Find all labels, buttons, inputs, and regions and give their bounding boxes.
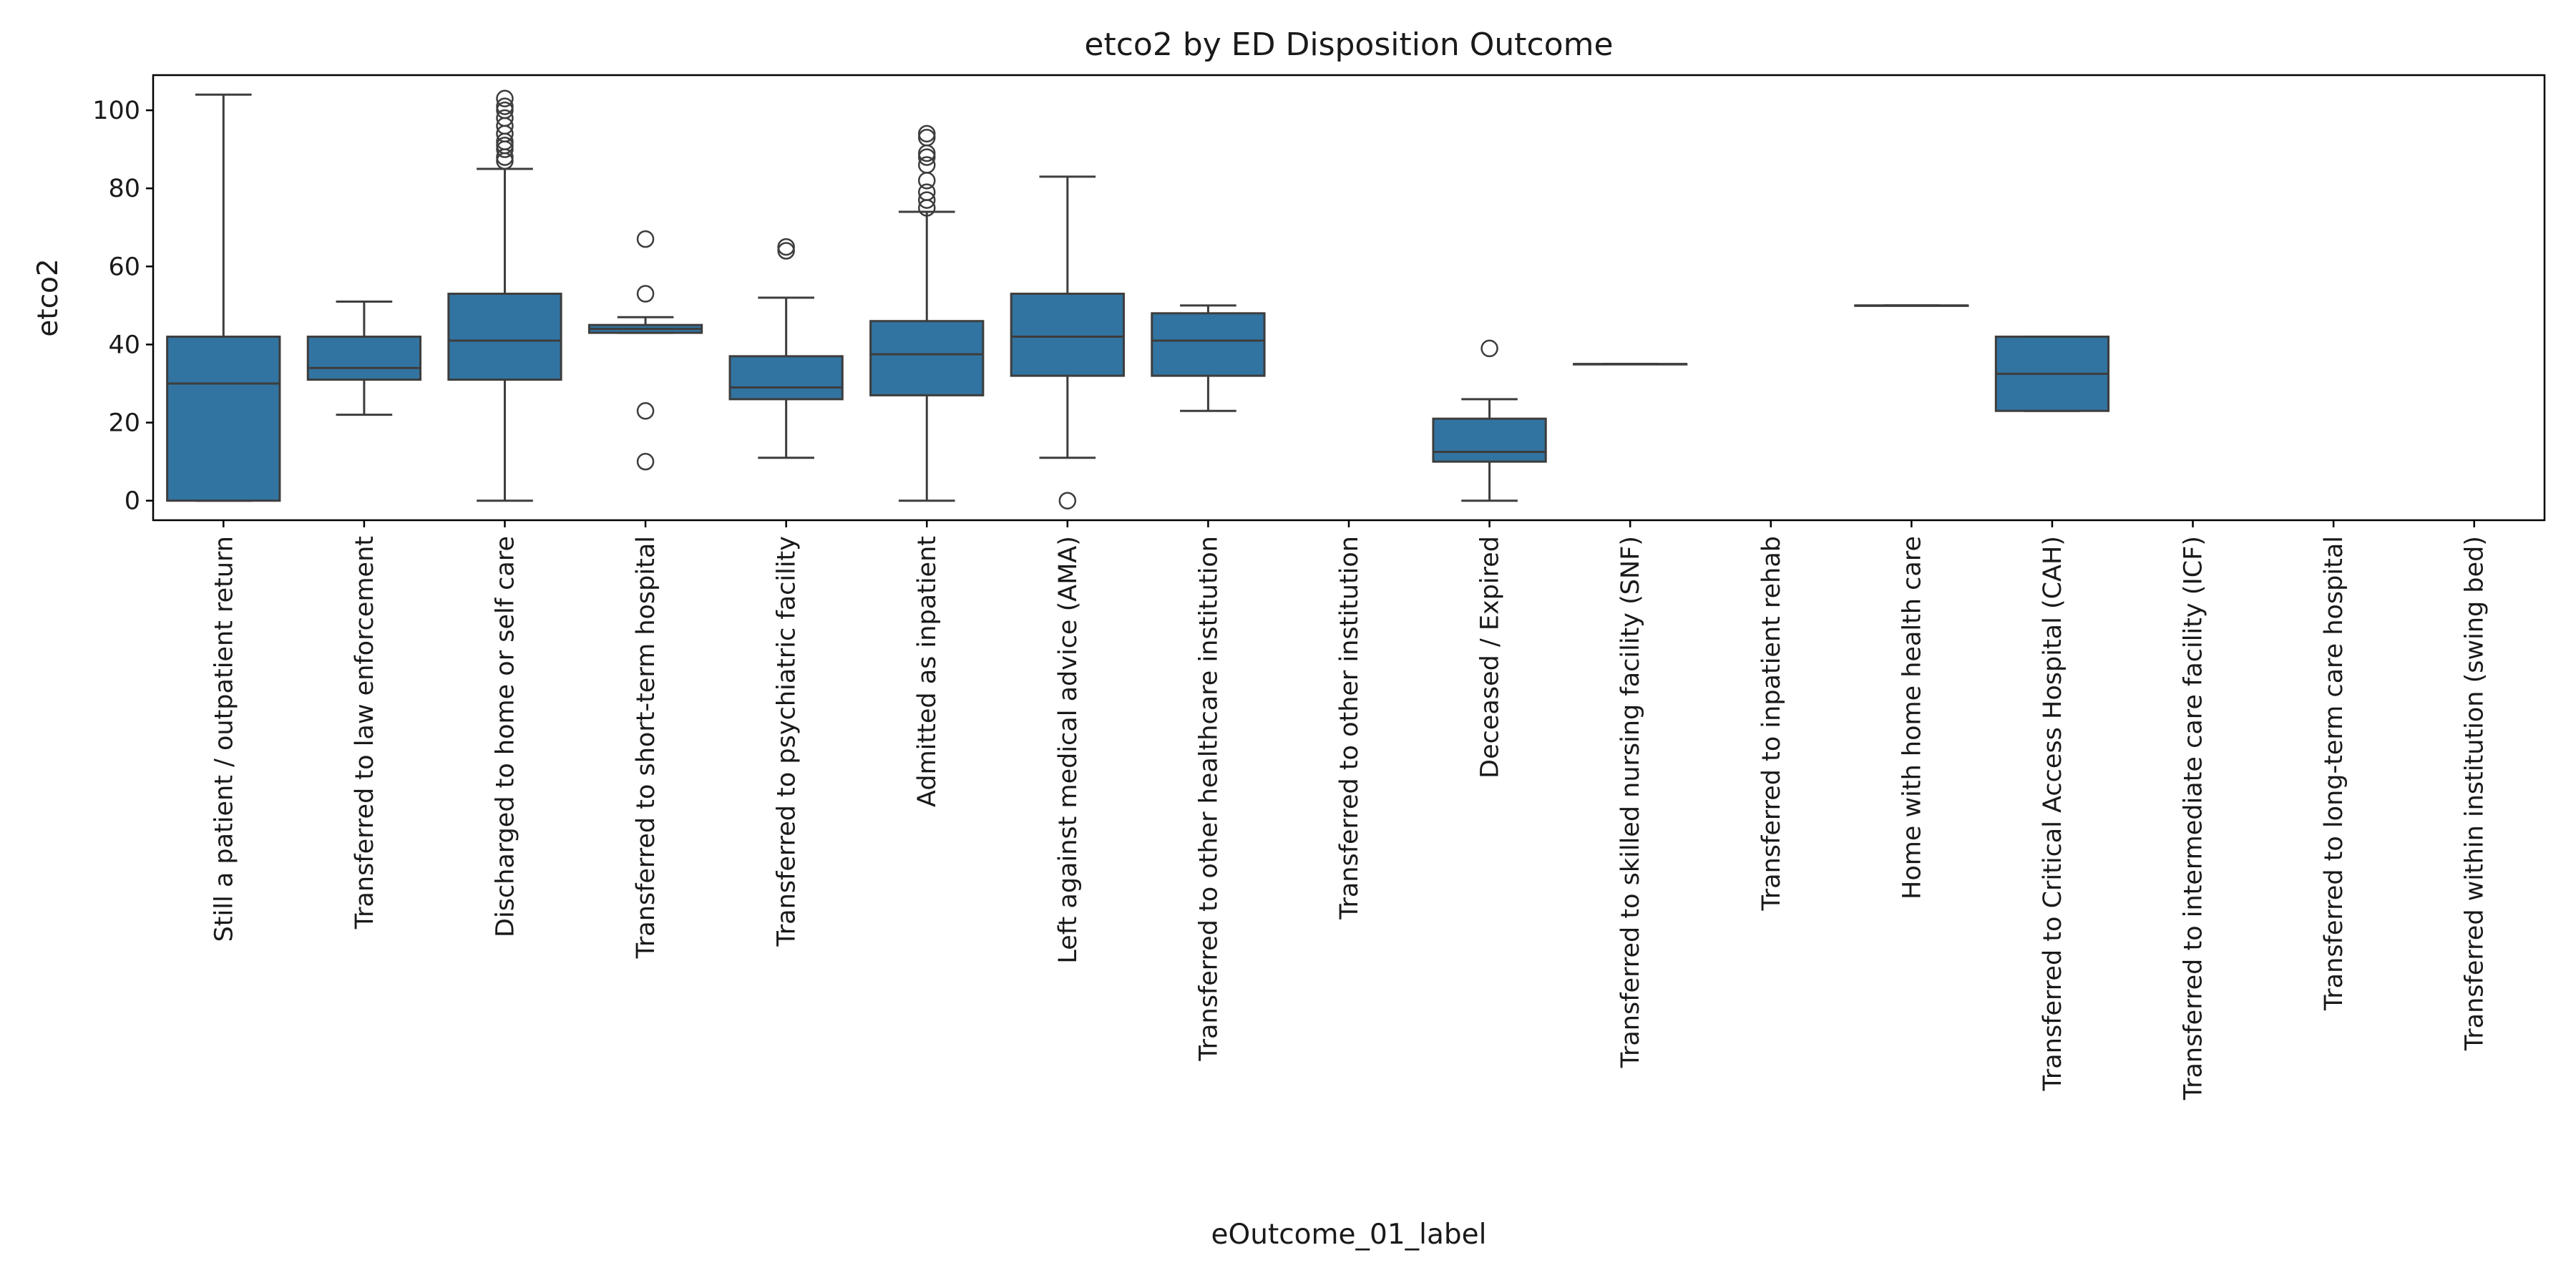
box-group	[587, 230, 703, 471]
y-tick-label: 60	[108, 253, 140, 281]
outlier-point	[917, 191, 936, 209]
box-iqr	[1432, 417, 1547, 463]
box-iqr	[728, 355, 844, 401]
x-tick-label: Transferred to short-term hospital	[632, 536, 660, 959]
box-group	[1010, 175, 1125, 509]
outlier-point	[917, 156, 936, 174]
outlier-point	[1480, 339, 1498, 358]
box-group	[1151, 304, 1266, 412]
outlier-point	[636, 285, 655, 303]
outlier-point	[496, 101, 514, 119]
x-axis-label: eOutcome_01_label	[1211, 1219, 1487, 1251]
box-group	[1573, 363, 1688, 366]
x-tick-label: Transferred to law enforcement	[351, 536, 379, 930]
box-group	[1994, 336, 2110, 412]
x-tick-label: Transferred to Critical Access Hospital …	[2039, 536, 2067, 1091]
x-axis: Still a patient / outpatient return Trans…	[210, 520, 2489, 1101]
outlier-point	[777, 242, 795, 260]
box-iqr	[166, 336, 281, 502]
outlier-point	[496, 89, 514, 107]
x-tick-label: Transferred within institution (swing be…	[2461, 536, 2489, 1051]
x-tick-label: Left against medical advice (AMA)	[1054, 536, 1083, 964]
x-tick-label: Transferred to other institution	[1335, 536, 1364, 920]
box-iqr	[1010, 293, 1125, 377]
y-axis: 0 20 40 60 80 100	[92, 97, 153, 516]
box-group	[306, 300, 422, 416]
outlier-point	[496, 97, 514, 115]
box-iqr	[869, 320, 985, 396]
x-tick-label: Transferred to skilled nursing facility …	[1616, 536, 1645, 1068]
box-group	[728, 238, 844, 459]
outlier-point	[917, 172, 936, 190]
box-iqr	[447, 293, 562, 381]
outlier-point	[636, 230, 655, 248]
outlier-point	[636, 401, 655, 420]
y-tick-label: 100	[92, 97, 140, 125]
outlier-point	[777, 238, 795, 256]
x-tick-label: Discharged to home or self care	[491, 536, 519, 937]
outlier-point	[917, 129, 936, 147]
chart-title: etco2 by ED Disposition Outcome	[1084, 26, 1613, 63]
plot-frame	[152, 74, 2546, 522]
x-tick-label: Transferred to other healthcare institut…	[1194, 536, 1223, 1062]
outlier-point	[917, 125, 936, 143]
x-tick-label: Still a patient / outpatient return	[210, 536, 238, 942]
outlier-point	[1058, 492, 1077, 509]
outlier-point	[917, 144, 936, 162]
x-tick-label: Transferred to psychiatric facility	[773, 536, 801, 947]
y-axis-label: etco2	[32, 258, 64, 336]
box-group	[1432, 339, 1547, 502]
x-tick-label: Transferred to inpatient rehab	[1757, 536, 1786, 911]
outlier-point	[496, 136, 514, 155]
box-group	[447, 89, 562, 502]
x-tick-label: Transferred to long-term care hospital	[2320, 536, 2348, 1011]
outlier-point	[636, 452, 655, 471]
box-iqr	[306, 336, 422, 381]
x-tick-label: Admitted as inpatient	[913, 536, 942, 807]
outlier-point	[917, 183, 936, 201]
box-group	[166, 93, 281, 502]
y-tick-label: 80	[108, 175, 140, 203]
y-tick-label: 40	[108, 331, 140, 359]
outlier-point	[496, 109, 514, 127]
box-group	[869, 125, 985, 502]
y-tick-label: 20	[108, 409, 140, 438]
x-tick-label: Home with home health care	[1898, 536, 1926, 899]
outlier-point	[917, 148, 936, 166]
x-tick-label: Deceased / Expired	[1476, 536, 1505, 779]
x-tick-label: Transferred to intermediate care facilit…	[2180, 536, 2208, 1101]
y-tick-label: 0	[125, 487, 140, 516]
box-iqr	[1151, 312, 1266, 377]
boxes	[166, 89, 2110, 509]
